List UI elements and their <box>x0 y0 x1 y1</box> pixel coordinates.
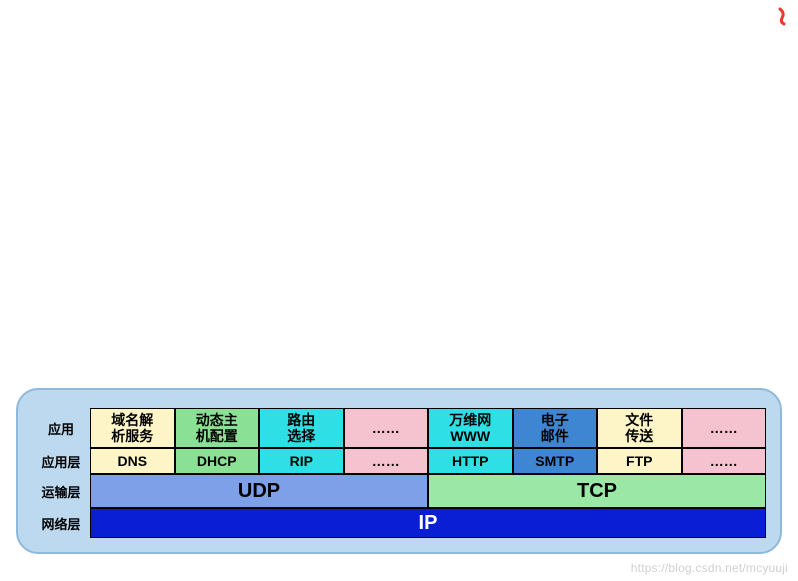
transport-cell-1: TCP <box>428 474 766 508</box>
app-cell-2: 路由 选择 <box>259 408 344 448</box>
protocol-cell-2: RIP <box>259 448 344 474</box>
diagram-container: 应用 域名解 析服务动态主 机配置路由 选择……万维网 WWW电子 邮件文件 传… <box>16 388 782 554</box>
protocol-cell-0: DNS <box>90 448 175 474</box>
protocol-cell-3: …… <box>344 448 429 474</box>
row-transport-layer: 运输层 UDPTCP <box>32 474 766 508</box>
app-cell-3: …… <box>344 408 429 448</box>
label-network-layer: 网络层 <box>32 508 90 538</box>
transport-cell-0: UDP <box>90 474 428 508</box>
protocols-cells: DNSDHCPRIP……HTTPSMTPFTP…… <box>90 448 766 474</box>
row-applications: 应用 域名解 析服务动态主 机配置路由 选择……万维网 WWW电子 邮件文件 传… <box>32 408 766 448</box>
protocol-cell-1: DHCP <box>175 448 260 474</box>
app-cell-1: 动态主 机配置 <box>175 408 260 448</box>
label-apps: 应用 <box>32 408 90 448</box>
label-transport-layer: 运输层 <box>32 474 90 508</box>
protocol-cell-4: HTTP <box>428 448 513 474</box>
app-cell-5: 电子 邮件 <box>513 408 598 448</box>
label-app-layer: 应用层 <box>32 448 90 474</box>
app-cell-7: …… <box>682 408 767 448</box>
app-cell-6: 文件 传送 <box>597 408 682 448</box>
row-app-layer: 应用层 DNSDHCPRIP……HTTPSMTPFTP…… <box>32 448 766 474</box>
watermark-text: https://blog.csdn.net/mcyuuji <box>631 561 788 575</box>
row-network-layer: 网络层 IP <box>32 508 766 538</box>
ip-cell: IP <box>90 508 766 538</box>
app-cell-4: 万维网 WWW <box>428 408 513 448</box>
apps-cells: 域名解 析服务动态主 机配置路由 选择……万维网 WWW电子 邮件文件 传送…… <box>90 408 766 448</box>
network-cells: IP <box>90 508 766 538</box>
transport-cells: UDPTCP <box>90 474 766 508</box>
protocol-cell-7: …… <box>682 448 767 474</box>
protocol-cell-5: SMTP <box>513 448 598 474</box>
app-cell-0: 域名解 析服务 <box>90 408 175 448</box>
squiggle-mark <box>776 6 790 26</box>
protocol-cell-6: FTP <box>597 448 682 474</box>
